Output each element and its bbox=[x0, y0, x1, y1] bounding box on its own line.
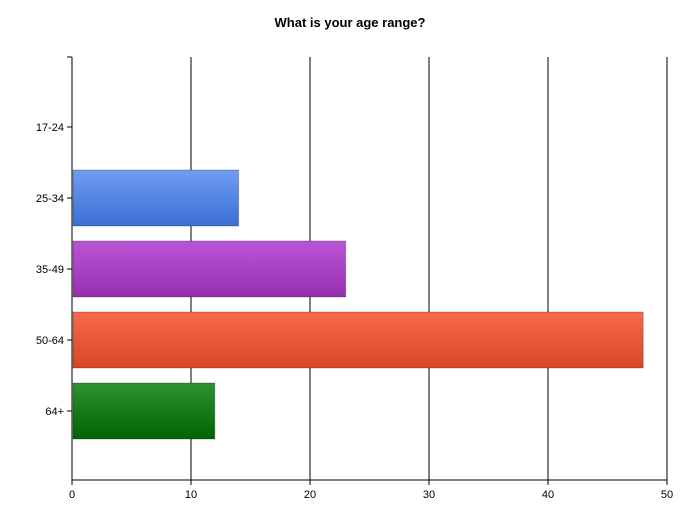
x-tick-label: 30 bbox=[423, 489, 435, 501]
chart-title: What is your age range? bbox=[274, 15, 426, 30]
x-tick-label: 10 bbox=[185, 489, 197, 501]
bar-50-64 bbox=[72, 311, 644, 369]
x-tick-label: 0 bbox=[69, 489, 75, 501]
bar-64+ bbox=[72, 382, 216, 440]
y-tick-label: 35-49 bbox=[36, 264, 64, 276]
bar-35-49 bbox=[72, 240, 347, 298]
tick-labels: 0 10 20 30 40 50 17-24 25-34 35-49 50-64 64+ bbox=[36, 122, 673, 501]
y-tick-label: 50-64 bbox=[36, 335, 64, 347]
y-tick-label: 25-34 bbox=[36, 193, 64, 205]
x-tick-label: 20 bbox=[304, 489, 316, 501]
axes bbox=[67, 56, 668, 485]
y-tick-label: 17-24 bbox=[36, 122, 64, 134]
bars bbox=[72, 169, 644, 440]
x-tick-label: 40 bbox=[542, 489, 554, 501]
bar-25-34 bbox=[72, 169, 240, 227]
y-tick-label: 64+ bbox=[45, 406, 64, 418]
x-tick-label: 50 bbox=[661, 489, 673, 501]
